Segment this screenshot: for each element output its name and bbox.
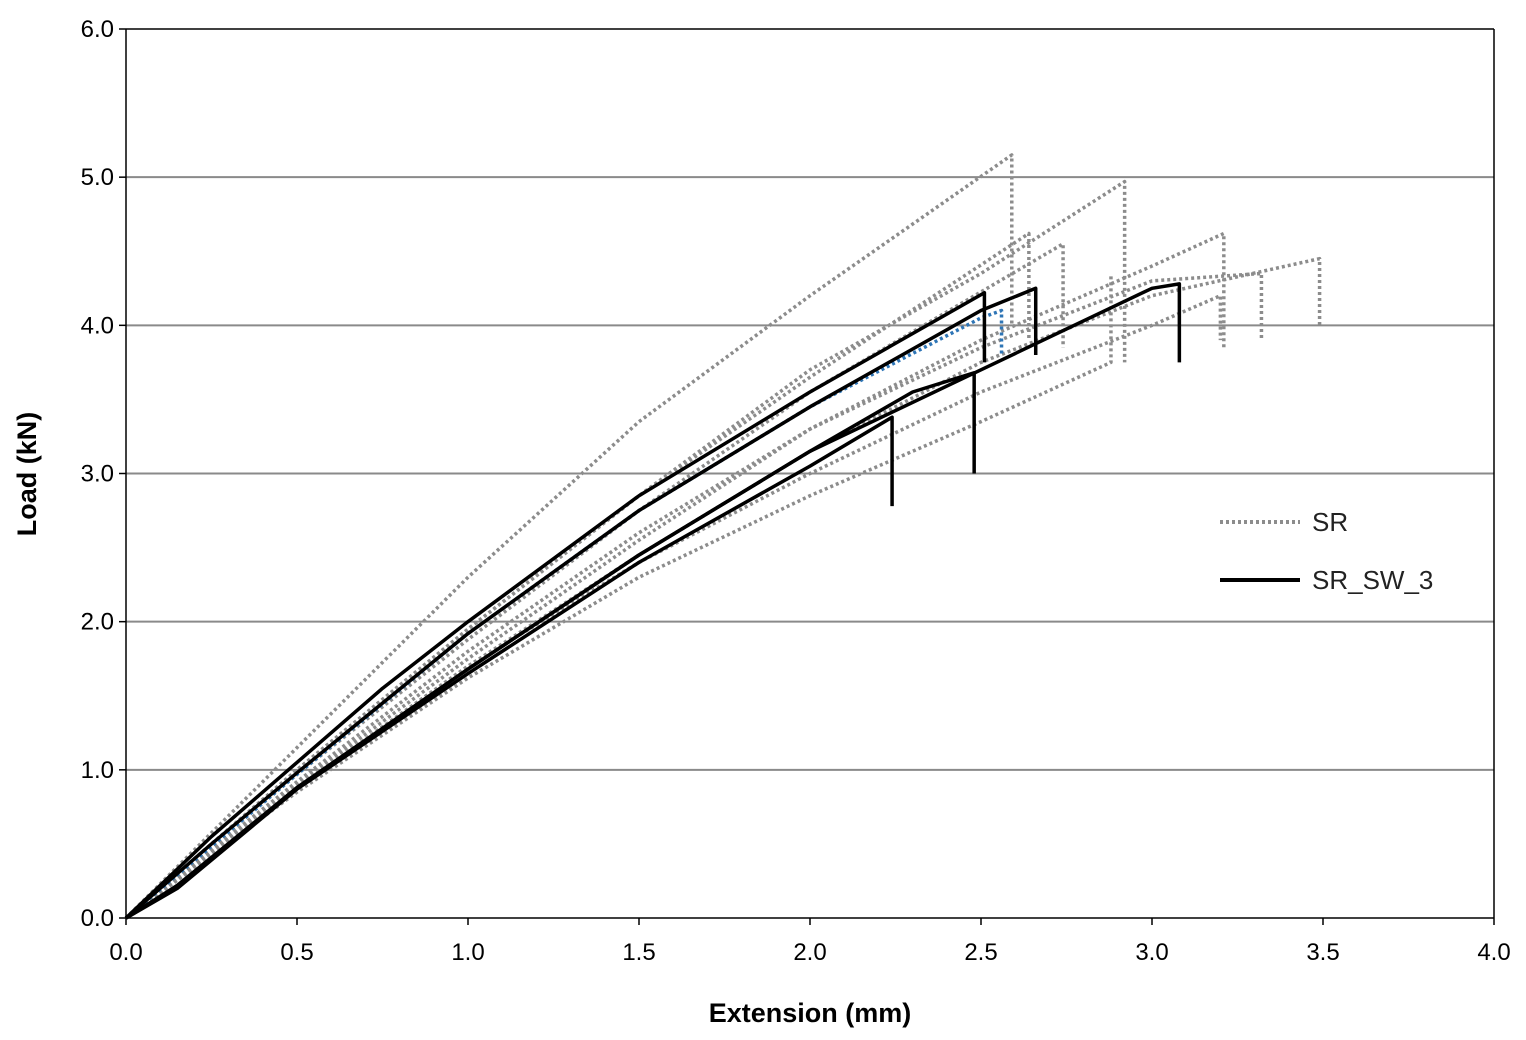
y-axis-title: Load (kN) (12, 412, 42, 537)
series-line-sr-8 (124, 273, 1113, 920)
series-line-sr-sw-3-14 (125, 370, 976, 920)
x-tick-label: 1.5 (622, 939, 655, 966)
legend-label-sr: SR (1312, 507, 1348, 537)
legend: SR SR_SW_3 (1220, 507, 1433, 595)
y-tick-label: 0.0 (81, 905, 114, 932)
series-line-sr-6 (124, 256, 1322, 920)
series-line-sr-1 (124, 179, 1127, 920)
series-line-sr-sw-3-11 (124, 286, 1038, 920)
series-line-sr-sw-3-10 (124, 290, 987, 920)
x-axis-title: Extension (mm) (709, 998, 912, 1028)
y-tick-label: 6.0 (81, 16, 114, 43)
y-tick-label: 5.0 (81, 164, 114, 191)
x-tick-label: 0.5 (280, 939, 313, 966)
x-tick-label: 4.0 (1477, 939, 1510, 966)
series-line-sr-0 (124, 153, 1014, 920)
y-tick-label: 3.0 (81, 461, 114, 488)
legend-label-sr-sw-3: SR_SW_3 (1312, 565, 1433, 595)
y-tick-label: 2.0 (81, 609, 114, 636)
x-tick-label: 1.0 (451, 939, 484, 966)
x-tick-label: 3.5 (1306, 939, 1339, 966)
series-line-sr-sw-3-13 (125, 415, 894, 920)
x-tick-labels: 0.0 0.5 1.0 1.5 2.0 2.5 3.0 3.5 4.0 (109, 918, 1511, 966)
y-tick-label: 1.0 (81, 757, 114, 784)
series-line-sr-4 (124, 231, 1226, 920)
series-layer (124, 153, 1322, 920)
y-tick-label: 4.0 (81, 312, 114, 339)
x-tick-label: 3.0 (1135, 939, 1168, 966)
x-tick-label: 0.0 (109, 939, 142, 966)
x-tick-label: 2.0 (793, 939, 826, 966)
y-tick-labels: 0.0 1.0 2.0 3.0 4.0 5.0 6.0 (81, 16, 126, 932)
series-line-sr-sw-3-12 (125, 282, 1182, 920)
series-line-sr-5 (124, 271, 1264, 920)
x-tick-label: 2.5 (964, 939, 997, 966)
series-line-sr-2 (124, 231, 1031, 920)
